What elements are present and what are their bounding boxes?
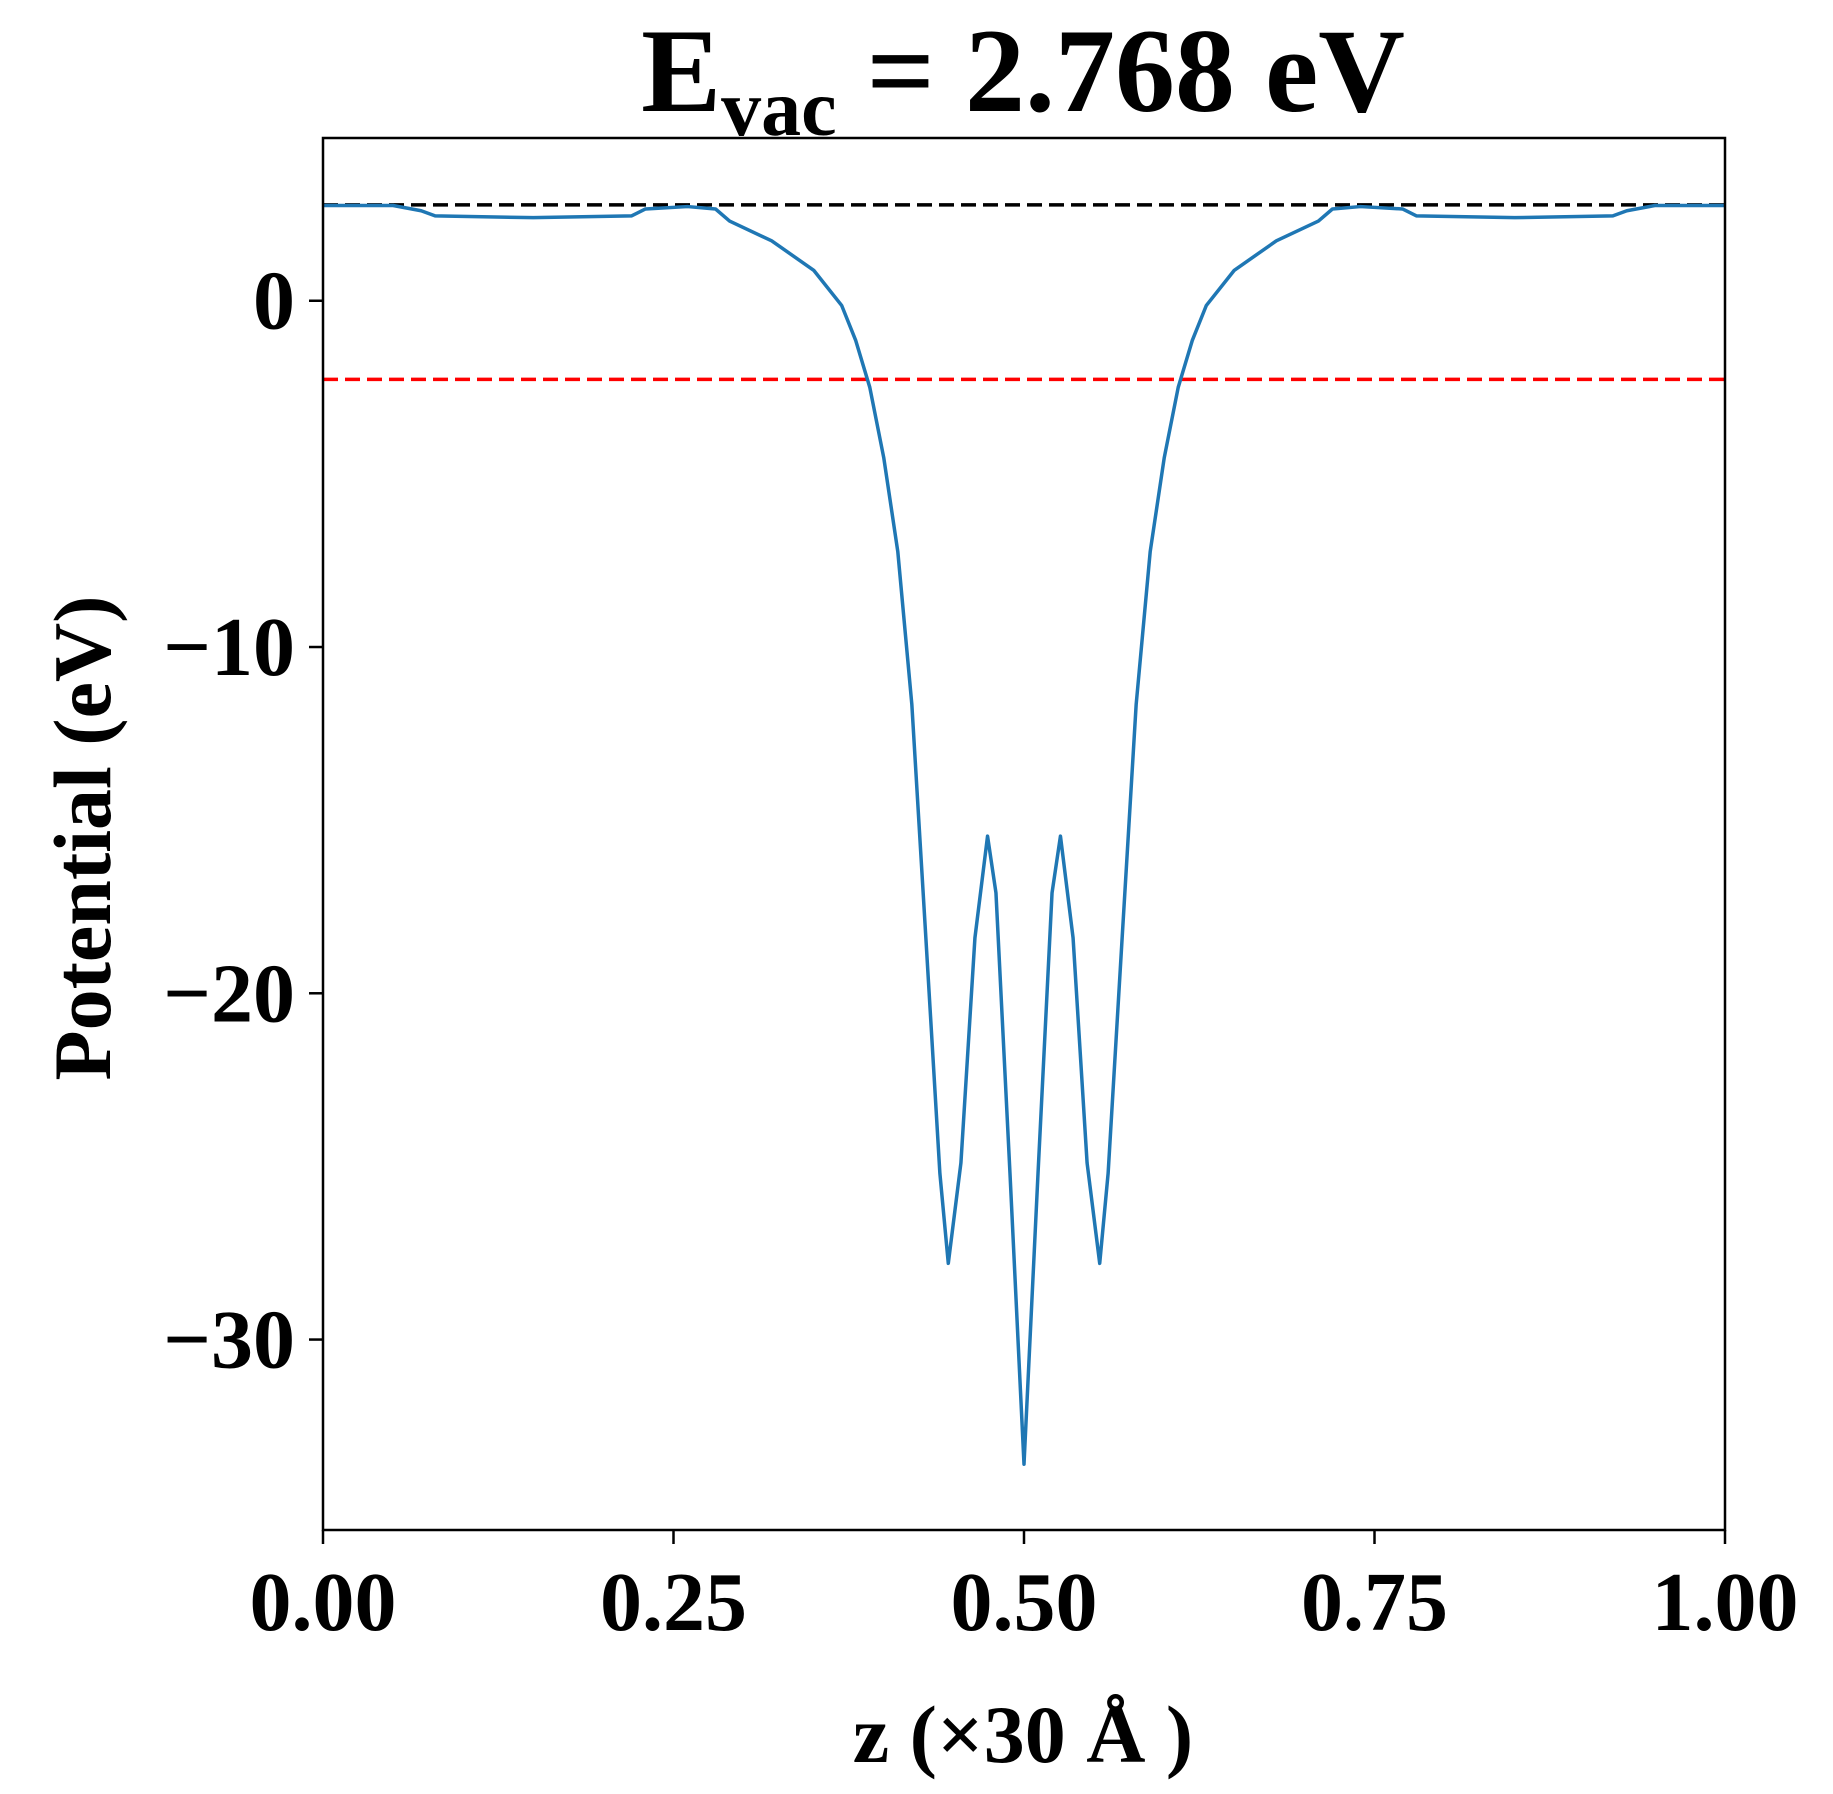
data-line [323, 203, 1725, 1466]
title-rest: = 2.768 eV [837, 4, 1405, 137]
x-axis-label: z (×30 Å ) [853, 1689, 1193, 1780]
y-tick-label: 0 [253, 255, 295, 348]
y-tick-label: −20 [163, 947, 295, 1040]
y-tick-label: −10 [163, 601, 295, 694]
x-tick-label: 0.50 [951, 1556, 1098, 1649]
title-main: E [641, 4, 721, 137]
y-tick-label: −30 [163, 1294, 295, 1387]
x-tick-label: 1.00 [1652, 1556, 1799, 1649]
y-axis-label: Potential (eV) [37, 596, 128, 1081]
plot-frame [321, 136, 1727, 1532]
x-tick-label: 0.00 [250, 1556, 397, 1649]
chart-title: Evac = 2.768 eV [641, 4, 1405, 153]
x-tick-label: 0.75 [1301, 1556, 1448, 1649]
title-sub: vac [721, 65, 837, 153]
x-tick-label: 0.25 [600, 1556, 747, 1649]
